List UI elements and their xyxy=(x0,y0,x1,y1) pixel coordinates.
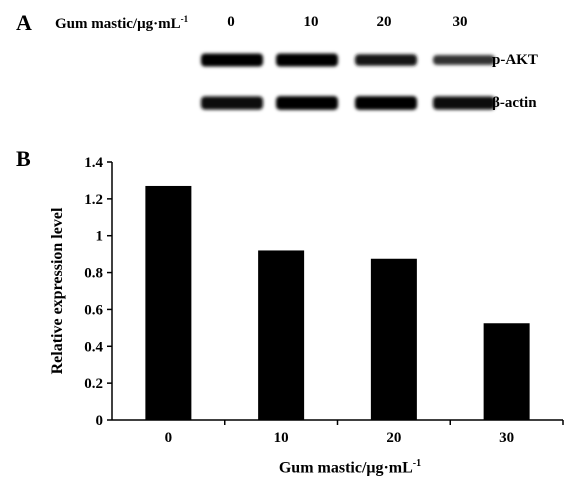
bar-10 xyxy=(258,250,305,420)
y-tick-label: 0.2 xyxy=(84,376,103,392)
western-blot xyxy=(201,53,495,110)
y-tick-label: 0 xyxy=(96,413,104,429)
blot-dose-0: 0 xyxy=(227,14,235,30)
blot-dose-20: 20 xyxy=(376,14,392,30)
blot-band-row0-lane2 xyxy=(355,54,417,66)
x-tick-label: 20 xyxy=(386,430,401,446)
bar-0 xyxy=(145,185,192,420)
blot-band-row1-lane0 xyxy=(201,96,263,110)
blot-band-row1-lane2 xyxy=(355,96,417,110)
bar-30 xyxy=(483,323,530,420)
blot-band-row1-lane1 xyxy=(276,96,338,110)
blot-row-label-pakt: p-AKT xyxy=(492,52,538,68)
y-tick-label: 1 xyxy=(96,229,104,245)
blot-dose-header-text: Gum mastic/μg·mL xyxy=(55,16,181,32)
blot-dose-30: 30 xyxy=(452,14,468,30)
blot-row-label-bactin: β-actin xyxy=(492,95,537,111)
y-tick-label: 1.4 xyxy=(84,155,103,171)
blot-dose-10: 10 xyxy=(303,14,319,30)
blot-dose-header-superscript: -1 xyxy=(180,14,189,24)
y-tick-label: 1.2 xyxy=(84,192,103,208)
panel-a-label: A xyxy=(16,10,32,35)
x-tick-label: 0 xyxy=(165,430,173,446)
y-tick-label: 0.8 xyxy=(84,266,103,282)
x-axis-title-superscript: -1 xyxy=(412,458,422,469)
y-axis-title: Relative expression level xyxy=(49,207,66,374)
x-axis-title: Gum mastic/μg·mL-1 xyxy=(200,458,500,477)
y-tick-label: 0.4 xyxy=(84,339,103,355)
x-tick-label: 30 xyxy=(499,430,514,446)
blot-band-row1-lane3 xyxy=(433,96,495,110)
blot-band-row0-lane3 xyxy=(433,55,495,65)
y-tick-label: 0.6 xyxy=(84,302,103,318)
blot-band-row0-lane1 xyxy=(276,53,338,67)
blot-dose-header: Gum mastic/μg·mL-1 xyxy=(55,14,188,33)
blot-band-row0-lane0 xyxy=(201,53,263,67)
panel-b-label: B xyxy=(16,146,31,171)
x-axis-title-text: Gum mastic/μg·mL xyxy=(278,459,413,477)
x-tick-label: 10 xyxy=(274,430,289,446)
bar-20 xyxy=(370,258,417,420)
